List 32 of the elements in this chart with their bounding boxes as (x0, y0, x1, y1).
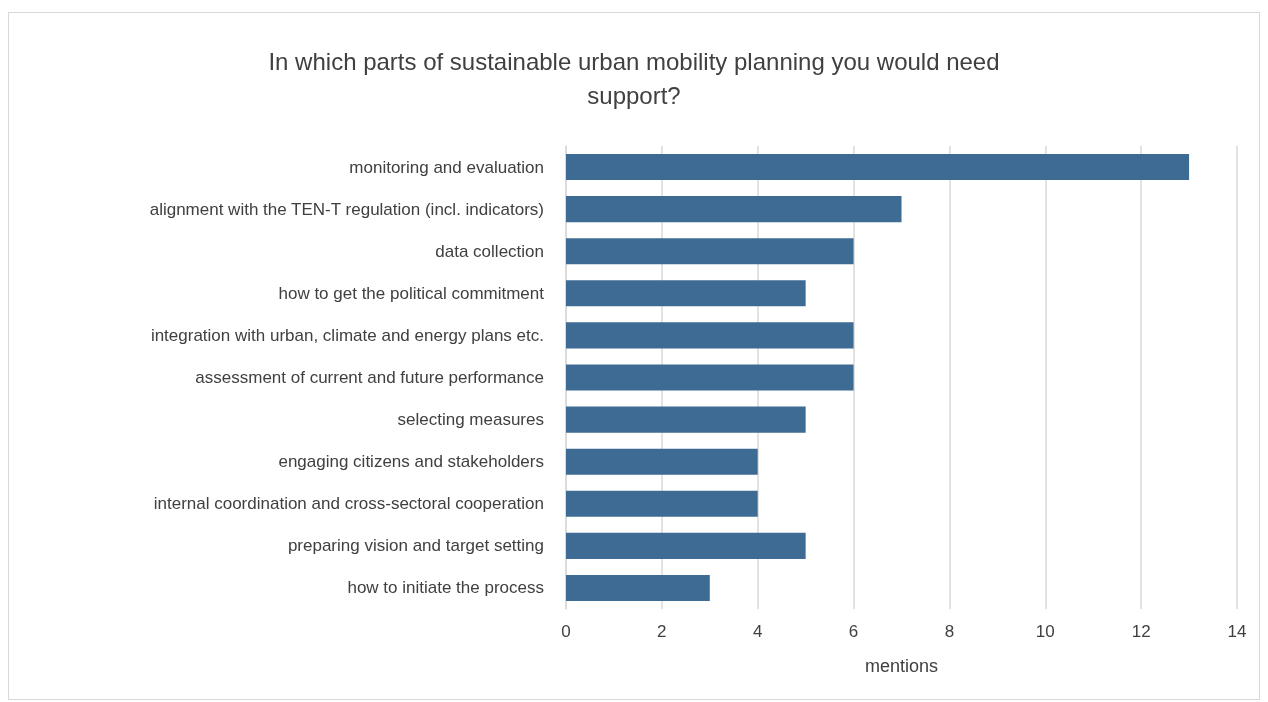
y-tick-label: monitoring and evaluation (349, 157, 544, 177)
bar (566, 322, 854, 349)
bar (566, 532, 806, 559)
y-tick-label: how to initiate the process (347, 578, 544, 598)
bar (566, 280, 806, 307)
x-tick-label: 0 (561, 622, 571, 641)
y-tick-label: assessment of current and future performance (195, 368, 544, 387)
bar (566, 406, 806, 433)
x-tick-label: 14 (1227, 622, 1247, 641)
y-tick-label: how to get the political commitment (278, 283, 545, 303)
bar (566, 574, 710, 601)
chart-title: In which parts of sustainable urban mobility planning you would need support? (268, 47, 1000, 109)
y-tick-label: internal coordination and cross-sectoral cooperation (153, 494, 544, 514)
x-tick-label: 4 (752, 622, 763, 641)
x-tick-label: 8 (944, 622, 955, 641)
x-tick-label: 10 (1035, 622, 1055, 641)
bar (566, 364, 854, 391)
bar (566, 196, 902, 223)
bar (566, 238, 854, 265)
y-tick-label: integration with urban, climate and energy plans etc. (150, 325, 544, 345)
bar (566, 490, 758, 517)
y-tick-label: alignment with the TEN-T regulation (incl. indicators) (149, 199, 544, 219)
bar (566, 154, 1190, 181)
y-tick-label: engaging citizens and stakeholders (278, 452, 544, 472)
x-tick-label: 6 (848, 622, 859, 641)
y-tick-label: preparing vision and target setting (287, 536, 544, 556)
y-tick-label: data collection (435, 241, 544, 261)
bar (566, 448, 758, 475)
y-tick-label: selecting measures (397, 410, 544, 430)
x-tick-label: 2 (657, 622, 667, 641)
x-axis-title: mentions (864, 656, 939, 676)
x-tick-label: 12 (1131, 622, 1151, 641)
